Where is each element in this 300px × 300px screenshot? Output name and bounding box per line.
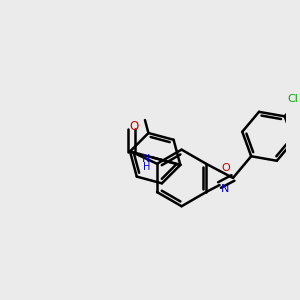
Text: N: N: [221, 184, 230, 194]
Text: O: O: [222, 163, 231, 173]
Text: O: O: [130, 120, 139, 133]
Text: H: H: [142, 162, 150, 172]
Text: N: N: [142, 154, 150, 164]
Text: Cl: Cl: [288, 94, 298, 104]
